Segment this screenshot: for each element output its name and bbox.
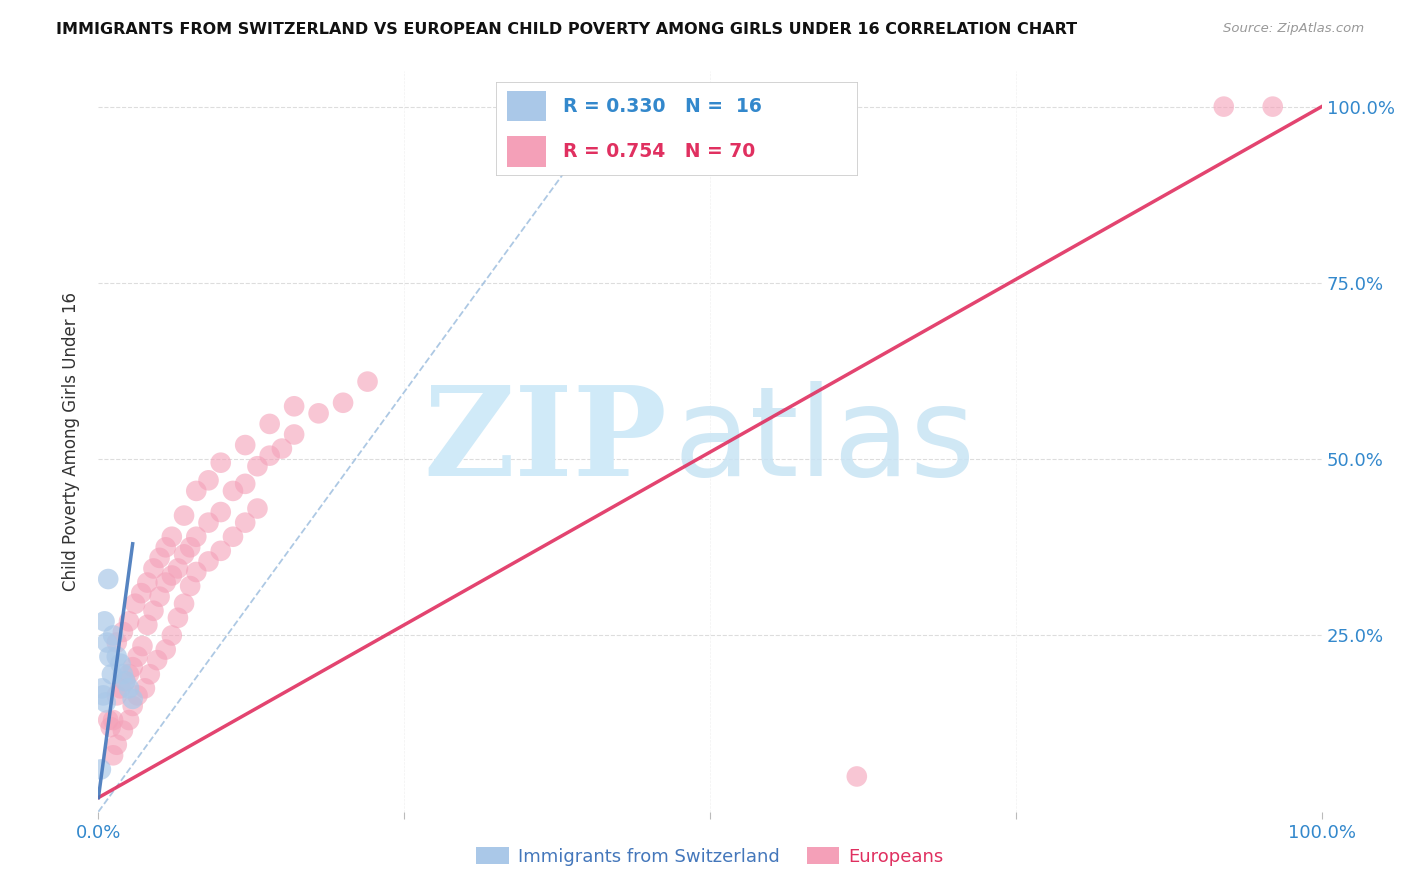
- Point: [110, 681, 132, 696]
- Point: [101, 713, 124, 727]
- Point: [173, 508, 195, 523]
- Point: [197, 554, 219, 568]
- Point: [259, 417, 281, 431]
- Point: [186, 565, 208, 579]
- Point: [160, 530, 183, 544]
- Point: [1212, 100, 1234, 114]
- Point: [209, 544, 232, 558]
- Point: [91, 681, 114, 696]
- Point: [127, 689, 149, 703]
- Point: [155, 575, 177, 590]
- Point: [142, 561, 165, 575]
- Point: [167, 611, 190, 625]
- Point: [259, 449, 281, 463]
- Point: [173, 547, 195, 561]
- Point: [332, 396, 354, 410]
- Point: [233, 476, 256, 491]
- Text: atlas: atlas: [673, 381, 976, 502]
- Point: [94, 695, 117, 709]
- Point: [93, 615, 115, 629]
- Point: [111, 723, 134, 738]
- Point: [233, 438, 256, 452]
- Point: [127, 649, 149, 664]
- Point: [197, 473, 219, 487]
- Point: [1261, 100, 1284, 114]
- Point: [155, 541, 177, 555]
- Point: [97, 713, 120, 727]
- Point: [173, 597, 195, 611]
- Point: [118, 713, 141, 727]
- Text: ZIP: ZIP: [423, 381, 668, 502]
- Point: [246, 501, 269, 516]
- Point: [283, 427, 305, 442]
- Point: [121, 698, 143, 713]
- Point: [270, 442, 294, 456]
- Point: [100, 720, 122, 734]
- Point: [142, 604, 165, 618]
- Point: [136, 618, 159, 632]
- Point: [222, 483, 245, 498]
- Point: [209, 505, 232, 519]
- Point: [129, 586, 152, 600]
- Point: [131, 639, 153, 653]
- Point: [121, 660, 143, 674]
- Point: [222, 530, 245, 544]
- Point: [98, 649, 121, 664]
- Text: IMMIGRANTS FROM SWITZERLAND VS EUROPEAN CHILD POVERTY AMONG GIRLS UNDER 16 CORRE: IMMIGRANTS FROM SWITZERLAND VS EUROPEAN …: [56, 22, 1077, 37]
- Point: [105, 689, 128, 703]
- Point: [179, 579, 201, 593]
- Point: [283, 399, 305, 413]
- Point: [146, 653, 169, 667]
- Point: [356, 375, 378, 389]
- Point: [139, 667, 162, 681]
- Point: [97, 572, 120, 586]
- Point: [186, 483, 208, 498]
- Point: [233, 516, 256, 530]
- Point: [118, 667, 141, 681]
- Point: [118, 681, 141, 696]
- Point: [105, 649, 128, 664]
- Point: [136, 575, 159, 590]
- Point: [149, 550, 172, 565]
- Point: [160, 568, 183, 582]
- Point: [118, 615, 141, 629]
- Point: [124, 597, 146, 611]
- Point: [179, 541, 201, 555]
- Point: [91, 689, 114, 703]
- Point: [149, 590, 172, 604]
- Point: [111, 624, 134, 639]
- Point: [209, 456, 232, 470]
- Point: [101, 748, 124, 763]
- Point: [308, 406, 330, 420]
- Point: [186, 530, 208, 544]
- Point: [101, 667, 124, 681]
- Point: [96, 635, 118, 649]
- Text: Source: ZipAtlas.com: Source: ZipAtlas.com: [1223, 22, 1364, 36]
- Point: [845, 769, 868, 783]
- Point: [167, 561, 190, 575]
- Point: [111, 667, 134, 681]
- Point: [110, 657, 132, 671]
- Point: [134, 681, 156, 696]
- Point: [121, 692, 143, 706]
- Point: [246, 459, 269, 474]
- Point: [155, 642, 177, 657]
- Point: [114, 674, 136, 689]
- Legend: Immigrants from Switzerland, Europeans: Immigrants from Switzerland, Europeans: [470, 839, 950, 873]
- Point: [90, 763, 112, 777]
- Point: [105, 738, 128, 752]
- Point: [105, 635, 128, 649]
- Point: [160, 628, 183, 642]
- Point: [197, 516, 219, 530]
- Y-axis label: Child Poverty Among Girls Under 16: Child Poverty Among Girls Under 16: [62, 292, 80, 591]
- Point: [114, 674, 136, 689]
- Point: [101, 628, 124, 642]
